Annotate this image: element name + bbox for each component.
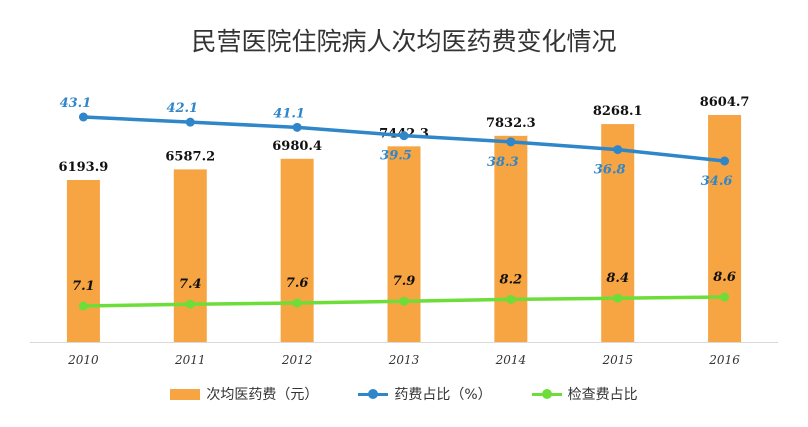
exam-ratio-label-2011: 7.4	[179, 277, 202, 292]
bar-2014	[494, 135, 528, 342]
drug-ratio-label-2010: 43.1	[60, 96, 92, 111]
bar-label-2015: 8268.1	[593, 104, 643, 119]
line-swatch-icon	[531, 388, 562, 400]
legend-item-drug: 药费占比（%）	[358, 384, 492, 404]
chart-title: 民营医院住院病人次均医药费变化情况	[191, 27, 617, 56]
bar-2013	[387, 146, 421, 342]
bar-label-2010: 6193.9	[59, 160, 109, 175]
exam-ratio-point-2012	[292, 298, 302, 308]
exam-ratio-label-2014: 8.2	[500, 272, 523, 287]
drug-ratio-label-2013: 39.5	[380, 149, 412, 164]
exam-ratio-point-2013	[399, 296, 409, 306]
bar-2015	[601, 124, 635, 342]
exam-ratio-point-2011	[185, 299, 195, 309]
exam-ratio-point-2016	[720, 292, 730, 302]
drug-ratio-point-2010	[78, 112, 88, 122]
drug-ratio-label-2014: 38.3	[487, 155, 519, 170]
exam-ratio-label-2010: 7.1	[72, 279, 95, 294]
x-tick-label-2010: 2010	[67, 353, 99, 367]
exam-ratio-label-2012: 7.6	[286, 276, 309, 291]
x-tick-label-2012: 2012	[281, 353, 313, 367]
exam-ratio-label-2016: 8.6	[713, 270, 736, 285]
exam-ratio-label-2013: 7.9	[393, 274, 416, 289]
bar-label-2016: 8604.7	[700, 95, 750, 110]
drug-ratio-point-2015	[613, 145, 623, 155]
x-tick-label-2015: 2015	[601, 353, 633, 367]
drug-ratio-point-2014	[506, 137, 516, 147]
drug-ratio-point-2013	[399, 131, 409, 141]
drug-ratio-point-2012	[292, 122, 302, 132]
x-tick-label-2014: 2014	[495, 353, 527, 367]
bar-swatch-icon	[170, 388, 201, 400]
line-swatch-icon	[358, 388, 389, 400]
bar-2011	[173, 169, 207, 342]
legend-label-bar: 次均医药费（元）	[206, 387, 319, 403]
exam-ratio-point-2015	[613, 293, 623, 303]
exam-ratio-label-2015: 8.4	[606, 271, 629, 286]
drug-ratio-label-2012: 41.1	[273, 106, 305, 121]
bar-label-2011: 6587.2	[165, 149, 215, 164]
drug-ratio-label-2011: 42.1	[166, 101, 198, 116]
x-tick-label-2016: 2016	[708, 353, 740, 367]
exam-ratio-point-2010	[78, 301, 88, 311]
drug-ratio-label-2016: 34.6	[701, 174, 733, 189]
legend-item-exam: 检查费占比	[531, 384, 638, 404]
bar-label-2012: 6980.4	[272, 139, 322, 154]
bar-2012	[280, 158, 314, 342]
legend-item-bar: 次均医药费（元）	[170, 384, 318, 404]
x-tick-label-2013: 2013	[388, 353, 420, 367]
chart-legend: 次均医药费（元） 药费占比（%） 检查费占比	[0, 384, 808, 404]
drug-ratio-point-2016	[720, 156, 730, 166]
drug-ratio-point-2011	[185, 117, 195, 127]
drug-ratio-label-2015: 36.8	[594, 163, 626, 178]
legend-label-exam: 检查费占比	[567, 387, 638, 403]
bar-2010	[66, 180, 100, 342]
exam-ratio-point-2014	[506, 294, 516, 304]
legend-label-drug: 药费占比（%）	[394, 387, 492, 403]
x-tick-label-2011: 2011	[174, 353, 206, 367]
bar-label-2014: 7832.3	[486, 116, 536, 131]
bar-2016	[708, 115, 742, 342]
